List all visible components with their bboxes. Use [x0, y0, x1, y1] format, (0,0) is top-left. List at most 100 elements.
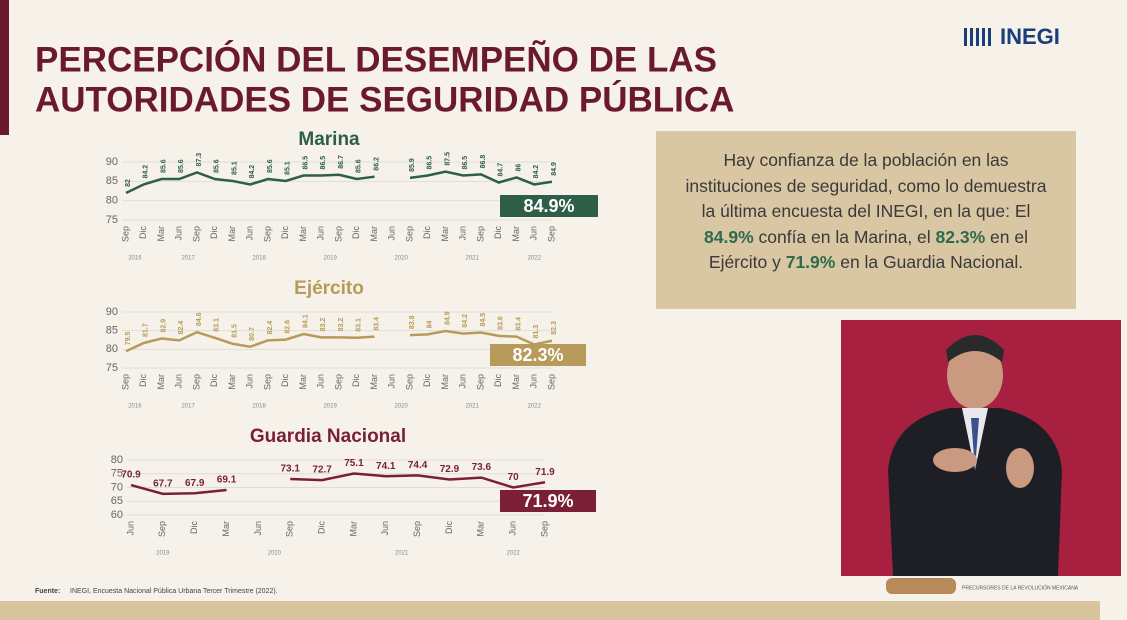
y-tick-label: 75 — [106, 362, 118, 374]
data-label: 74.1 — [376, 461, 396, 472]
callout-box — [500, 490, 596, 512]
x-tick-label: Jun — [174, 226, 184, 241]
x-tick-label: Mar — [440, 226, 450, 242]
x-tick-label: Sep — [404, 374, 414, 390]
chart-title: Marina — [298, 129, 360, 150]
data-label: 84.7 — [498, 163, 505, 177]
x-group-label: 2019 — [323, 256, 337, 262]
data-label: 80.7 — [249, 327, 256, 341]
data-label: 82.4 — [267, 321, 274, 335]
callout-label: 82.3% — [512, 345, 563, 365]
x-tick-label: Mar — [369, 226, 379, 242]
x-tick-label: Sep — [475, 374, 485, 390]
data-label: 83.4 — [515, 317, 522, 331]
callout-label: 84.9% — [523, 196, 574, 216]
text: en el Ejército y — [708, 226, 1028, 273]
x-tick-label: Mar — [156, 226, 166, 242]
data-label: 86.2 — [373, 157, 380, 171]
x-tick-label: Jun — [316, 226, 326, 241]
data-label: 83.1 — [356, 318, 363, 332]
data-label: 86.5 — [320, 156, 327, 170]
y-tick-label: 80 — [106, 195, 118, 207]
x-tick-label: Sep — [333, 226, 343, 242]
x-group-label: 2020 — [394, 256, 408, 262]
x-tick-label: Dic — [316, 521, 326, 534]
data-label: 82.6 — [285, 320, 292, 334]
x-tick-label: Dic — [209, 374, 219, 387]
x-tick-label: Dic — [493, 374, 503, 387]
x-tick-label: Sep — [412, 521, 422, 537]
y-tick-label: 90 — [106, 156, 118, 168]
y-tick-label: 85 — [106, 325, 118, 337]
source-text: INEGI, Encuesta Nacional Pública Urbana … — [70, 588, 278, 595]
x-group-label: 2018 — [252, 256, 266, 262]
x-tick-label: Sep — [539, 521, 549, 537]
callout-box — [500, 195, 598, 217]
data-label: 74.4 — [408, 460, 428, 471]
x-tick-label: Sep — [262, 374, 272, 390]
data-label: 71.9 — [535, 467, 555, 478]
x-tick-label: Mar — [221, 521, 231, 537]
x-tick-label: Mar — [511, 374, 521, 390]
data-label: 70.9 — [121, 470, 141, 481]
data-label: 83.2 — [320, 318, 327, 332]
y-tick-label: 80 — [111, 454, 123, 466]
x-tick-label: Jun — [529, 374, 539, 389]
data-label: 84.1 — [302, 314, 309, 328]
data-label: 67.7 — [153, 478, 173, 489]
x-tick-label: Dic — [444, 521, 454, 534]
data-label: 84.2 — [533, 165, 540, 179]
data-label: 86.5 — [462, 156, 469, 170]
y-tick-label: 80 — [106, 343, 118, 355]
side-bar — [0, 0, 9, 135]
data-label: 84.6 — [196, 312, 203, 326]
x-tick-label: Mar — [476, 521, 486, 537]
highlight: 84.9% — [704, 226, 754, 247]
data-label: 85.6 — [267, 159, 274, 173]
x-group-label: 2020 — [268, 551, 282, 557]
x-group-label: 2022 — [528, 256, 542, 262]
data-label: 81.5 — [231, 324, 238, 338]
video-caption: PRECURSORES DE LA REVOLUCIÓN MEXICANA — [962, 584, 1079, 591]
x-tick-label: Jun — [125, 521, 135, 536]
y-tick-label: 60 — [111, 509, 123, 521]
logo-text: INEGI — [1000, 24, 1060, 49]
data-label: 84.2 — [249, 165, 256, 179]
data-label: 84 — [427, 321, 434, 329]
x-tick-label: Jun — [380, 521, 390, 536]
video-inset: PRECURSORES DE LA REVOLUCIÓN MEXICANA — [841, 320, 1121, 594]
data-label: 73.1 — [280, 464, 300, 475]
data-label: 84.9 — [444, 311, 451, 325]
x-tick-label: Dic — [209, 226, 219, 239]
x-tick-label: Sep — [120, 226, 130, 242]
data-label: 85.1 — [231, 161, 238, 175]
data-label: 79.5 — [125, 331, 132, 345]
highlight: 71.9% — [785, 252, 836, 272]
data-label: 70 — [508, 472, 520, 483]
x-tick-label: Jun — [316, 374, 326, 389]
data-label: 83.8 — [409, 315, 416, 329]
x-tick-label: Sep — [333, 374, 343, 390]
x-group-label: 2018 — [252, 404, 266, 410]
data-label: 85.9 — [409, 158, 416, 172]
x-tick-label: Jun — [508, 521, 518, 536]
x-tick-label: Mar — [348, 521, 358, 537]
chart-title: Guardia Nacional — [250, 426, 406, 447]
x-group-label: 2020 — [394, 404, 408, 410]
line — [130, 472, 546, 496]
data-label: 85.6 — [214, 159, 221, 173]
bottom-band — [0, 601, 1100, 620]
data-label: 83.1 — [214, 318, 221, 332]
x-tick-label: Mar — [298, 374, 308, 390]
x-tick-label: Dic — [189, 521, 199, 534]
x-tick-label: Dic — [280, 226, 290, 239]
y-tick-label: 85 — [106, 175, 118, 187]
data-label: 85.6 — [178, 159, 185, 173]
y-tick-label: 90 — [106, 306, 118, 318]
x-tick-label: Jun — [529, 226, 539, 241]
text: Hay confianza de la población en las ins… — [685, 150, 1047, 221]
x-tick-label: Mar — [227, 374, 237, 390]
y-tick-label: 75 — [111, 468, 123, 480]
